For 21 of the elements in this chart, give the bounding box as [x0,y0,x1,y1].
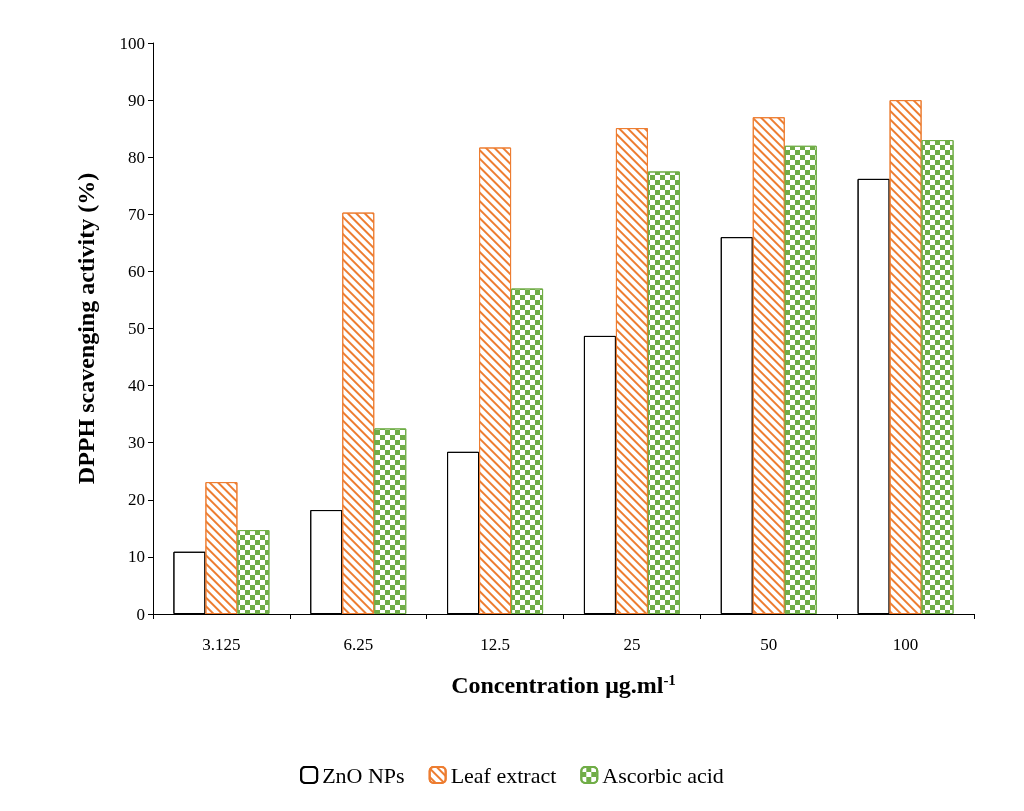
legend-label: Ascorbic acid [602,762,724,788]
x-tick-label: 50 [760,635,778,654]
y-tick-label: 90 [128,90,145,110]
y-tick-label: 20 [128,490,145,510]
legend-label: Leaf extract [450,762,557,788]
y-tick-label: 100 [119,33,145,53]
x-tick-label: 12.5 [480,635,510,654]
x-tick-label: 3.125 [202,635,241,654]
y-tick-label: 30 [128,433,145,453]
y-tick-label: 70 [128,204,145,224]
y-tick-label: 0 [136,604,145,624]
y-tick-label: 60 [128,261,145,281]
y-tick-label: 50 [128,319,145,338]
x-tick-label: 25 [623,635,641,654]
y-tick-label: 80 [128,147,145,167]
y-axis-title: DPPH scavenging activity (%) [73,172,99,485]
x-tick-label: 6.25 [343,635,374,654]
y-tick-label: 10 [128,547,145,567]
y-tick-label: 40 [128,376,145,396]
legend-label: ZnO NPs [322,762,405,788]
x-tick-label: 100 [892,635,919,654]
